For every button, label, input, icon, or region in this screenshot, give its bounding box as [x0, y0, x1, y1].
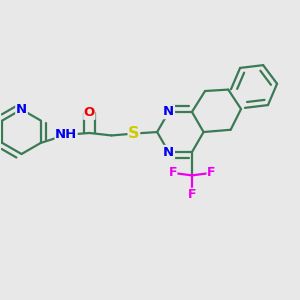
- Text: NH: NH: [55, 128, 77, 141]
- Text: N: N: [16, 103, 27, 116]
- Text: O: O: [84, 106, 95, 119]
- Text: F: F: [169, 167, 177, 179]
- Text: F: F: [188, 188, 196, 201]
- Text: N: N: [163, 146, 174, 159]
- Text: N: N: [163, 105, 174, 119]
- Text: S: S: [128, 126, 140, 141]
- Text: F: F: [207, 167, 215, 179]
